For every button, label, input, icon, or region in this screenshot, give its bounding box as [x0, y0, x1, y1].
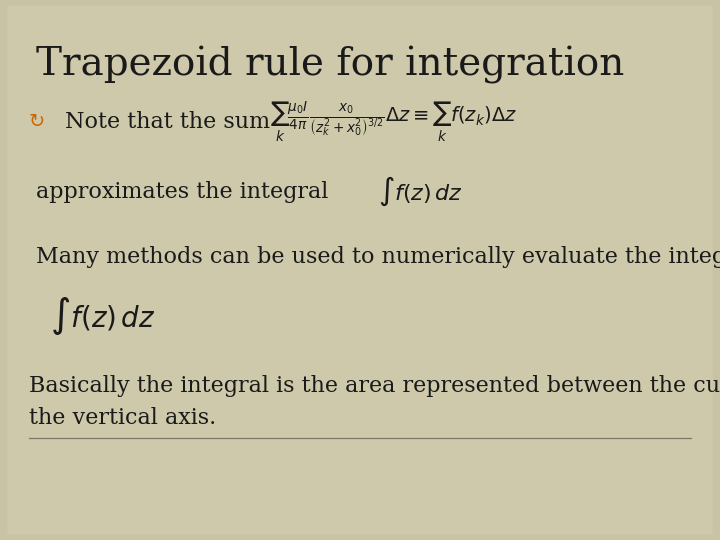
Text: $\int f(z)\,dz$: $\int f(z)\,dz$: [50, 295, 156, 337]
Text: Trapezoid rule for integration: Trapezoid rule for integration: [36, 46, 624, 84]
Text: Many methods can be used to numerically evaluate the integral: Many methods can be used to numerically …: [36, 246, 720, 267]
Text: $\int f(z)\,dz$: $\int f(z)\,dz$: [378, 175, 463, 208]
Text: Basically the integral is the area represented between the curve and: Basically the integral is the area repre…: [29, 375, 720, 397]
Text: approximates the integral: approximates the integral: [36, 181, 328, 202]
Text: the vertical axis.: the vertical axis.: [29, 408, 216, 429]
FancyBboxPatch shape: [7, 5, 713, 535]
Text: Note that the sum: Note that the sum: [65, 111, 270, 132]
Text: $\sum_{k} \frac{\mu_0 I}{4\pi} \frac{x_0}{\left(z_k^{2}+x_0^{2}\right)^{3/2}} \D: $\sum_{k} \frac{\mu_0 I}{4\pi} \frac{x_0…: [270, 99, 517, 144]
Text: ↻: ↻: [29, 112, 45, 131]
